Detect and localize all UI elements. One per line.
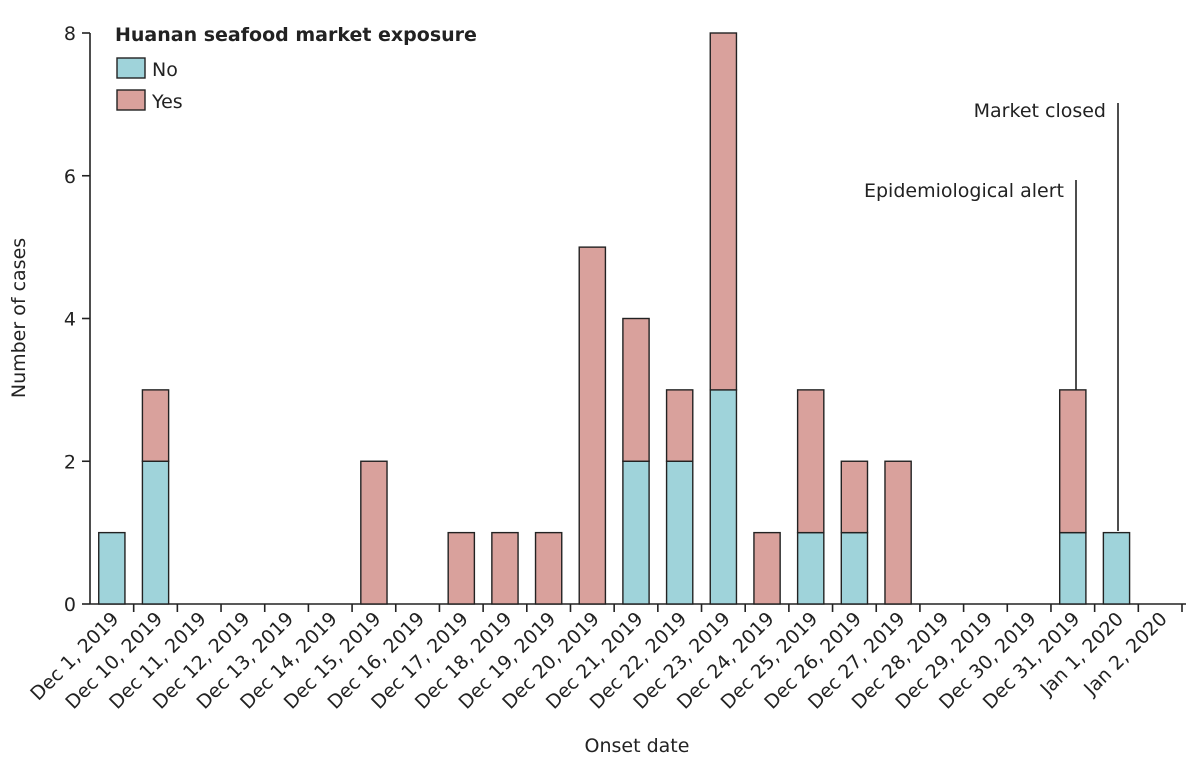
bar-segment (491, 531, 519, 605)
bar-segment (665, 460, 694, 605)
bar-segment (709, 32, 738, 391)
bar-segment (1058, 389, 1087, 534)
bar-segment (534, 531, 563, 605)
bar-segment (884, 460, 912, 605)
annotation: Market closed (974, 100, 1106, 122)
bar-segment (622, 460, 650, 605)
bar-segment (360, 460, 388, 605)
legend-label: No (152, 59, 178, 81)
y-tick-label: 2 (64, 451, 76, 473)
bar-segment (141, 460, 170, 605)
y-tick-label: 6 (64, 166, 76, 188)
bar-segment (1102, 531, 1131, 605)
bar-segment (622, 317, 650, 462)
legend-swatch (116, 89, 146, 111)
y-tick-label: 8 (64, 23, 76, 45)
legend-title: Huanan seafood market exposure (115, 24, 477, 46)
bar-segment (753, 531, 781, 605)
bar-segment (578, 246, 607, 605)
x-axis-label: Onset date (585, 735, 690, 757)
bar-segment (665, 389, 694, 462)
bar-segment (840, 531, 869, 605)
y-tick-label: 0 (64, 594, 76, 616)
bar-segment (796, 389, 825, 534)
bar-segment (709, 389, 738, 605)
legend-label: Yes (151, 91, 183, 113)
bar-segment (98, 531, 126, 605)
annotation: Epidemiological alert (864, 180, 1064, 202)
bar-segment (1058, 531, 1087, 605)
bar-segment (447, 531, 476, 605)
bar-segment (840, 460, 869, 534)
bar-segment (141, 389, 170, 462)
y-tick-label: 4 (64, 309, 76, 331)
legend-swatch (116, 57, 146, 79)
bar-segment (796, 531, 825, 605)
y-axis-label: Number of cases (8, 238, 30, 398)
